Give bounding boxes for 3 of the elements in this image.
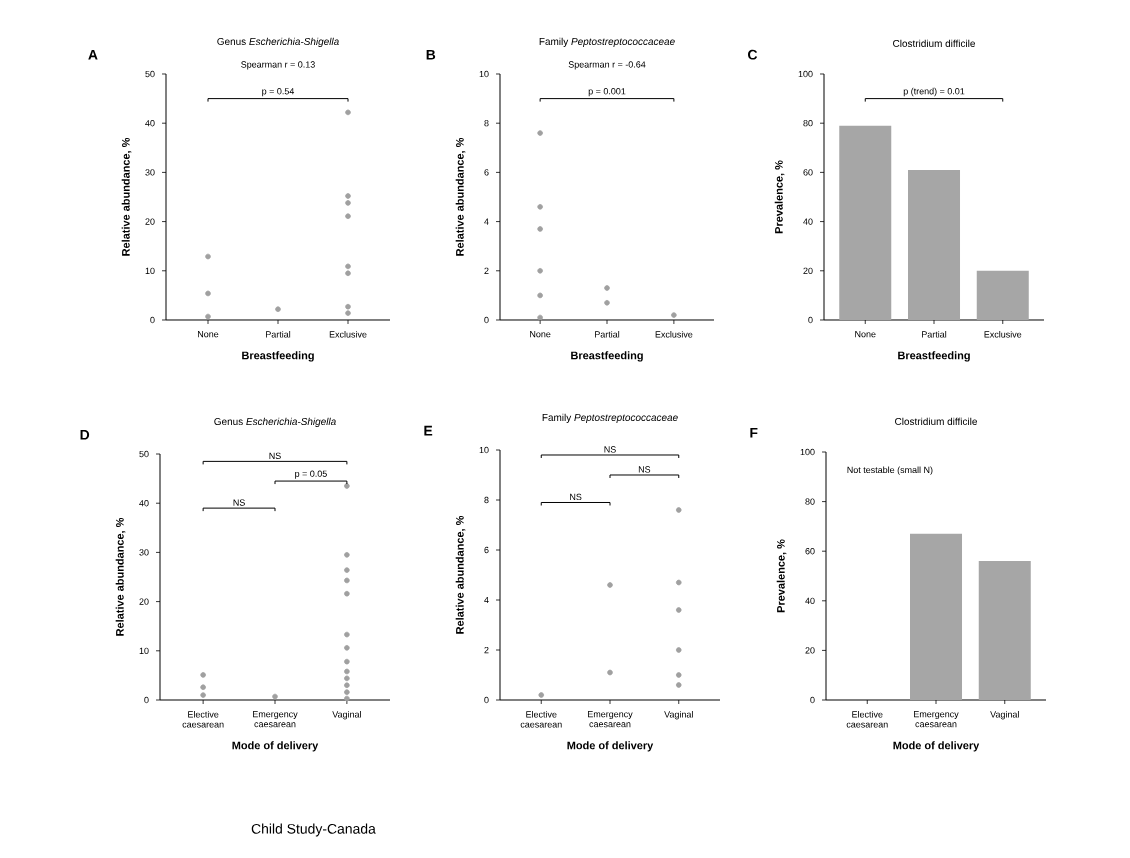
bar <box>976 270 1029 320</box>
bar <box>839 125 892 320</box>
bar <box>908 169 961 320</box>
